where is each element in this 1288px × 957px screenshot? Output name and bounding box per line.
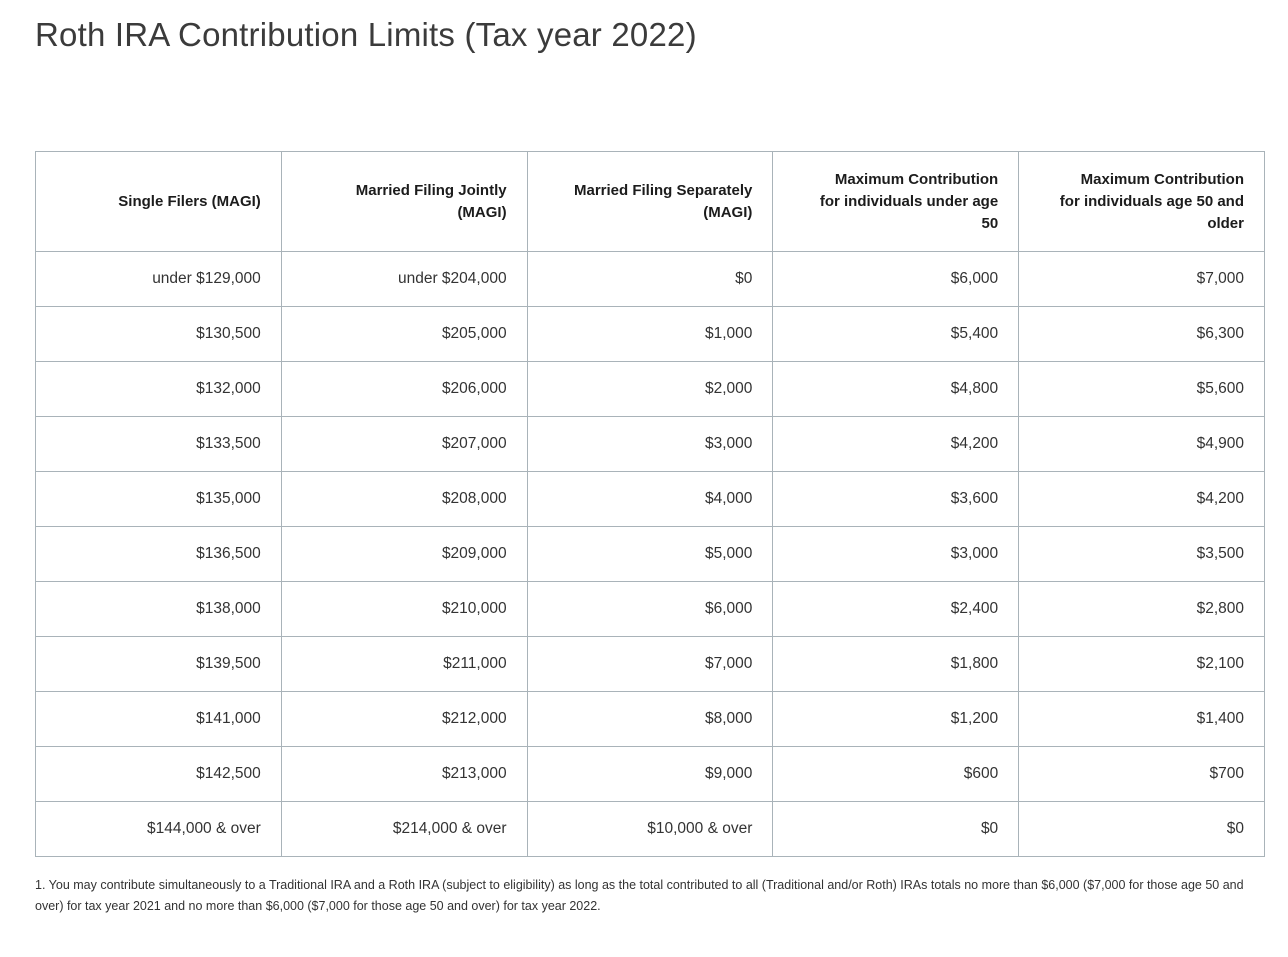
table-row: $132,000 $206,000 $2,000 $4,800 $5,600: [35, 361, 1265, 418]
table-row: $141,000 $212,000 $8,000 $1,200 $1,400: [35, 691, 1265, 748]
data-cell: $214,000 & over: [280, 801, 528, 858]
data-cell: $130,500: [35, 306, 282, 363]
data-cell: under $204,000: [280, 251, 528, 308]
data-cell: $2,400: [772, 581, 1020, 638]
data-cell: $0: [772, 801, 1020, 858]
table-row: $138,000 $210,000 $6,000 $2,400 $2,800: [35, 581, 1265, 638]
data-cell: $132,000: [35, 361, 282, 418]
table-row: $135,000 $208,000 $4,000 $3,600 $4,200: [35, 471, 1265, 528]
data-cell: $700: [1018, 746, 1265, 803]
table-header-row: Single Filers (MAGI) Married Filing Joint…: [35, 151, 1265, 253]
table-row: $139,500 $211,000 $7,000 $1,800 $2,100: [35, 636, 1265, 693]
footnote: 1. You may contribute simultaneously to …: [35, 878, 1244, 914]
data-cell: $207,000: [280, 416, 528, 473]
data-cell: $206,000: [280, 361, 528, 418]
page-title: Roth IRA Contribution Limits (Tax year 2…: [35, 16, 697, 53]
table-row: $144,000 & over $214,000 & over $10,000 & …: [35, 801, 1265, 858]
data-cell: $1,200: [772, 691, 1020, 748]
data-cell: $3,500: [1018, 526, 1265, 583]
data-cell: $7,000: [526, 636, 774, 693]
data-cell: $6,300: [1018, 306, 1265, 363]
data-cell: $5,400: [772, 306, 1020, 363]
header-cell-3: Maximum Contribution for individuals und…: [772, 151, 1020, 253]
data-cell: $1,800: [772, 636, 1020, 693]
header-cell-4: Maximum Contribution for individuals age…: [1018, 151, 1265, 253]
table-row: $136,500 $209,000 $5,000 $3,000 $3,500: [35, 526, 1265, 583]
data-cell: $2,800: [1018, 581, 1265, 638]
table-row: $130,500 $205,000 $1,000 $5,400 $6,300: [35, 306, 1265, 363]
header-cell-1: Married Filing Jointly (MAGI): [280, 151, 528, 253]
data-cell: $138,000: [35, 581, 282, 638]
data-cell: $136,500: [35, 526, 282, 583]
data-cell: $209,000: [280, 526, 528, 583]
data-cell: $6,000: [772, 251, 1020, 308]
data-cell: $7,000: [1018, 251, 1265, 308]
data-cell: $8,000: [526, 691, 774, 748]
header-cell-0: Single Filers (MAGI): [35, 151, 282, 253]
data-cell: $4,200: [1018, 471, 1265, 528]
table-body: under $129,000 under $204,000 $0 $6,000 $7,0…: [35, 251, 1265, 858]
data-cell: $10,000 & over: [526, 801, 774, 858]
data-cell: $4,900: [1018, 416, 1265, 473]
data-cell: $141,000: [35, 691, 282, 748]
data-cell: $135,000: [35, 471, 282, 528]
data-cell: $3,600: [772, 471, 1020, 528]
data-cell: $210,000: [280, 581, 528, 638]
data-cell: $142,500: [35, 746, 282, 803]
data-cell: $5,600: [1018, 361, 1265, 418]
table-row: $133,500 $207,000 $3,000 $4,200 $4,900: [35, 416, 1265, 473]
header-cell-2: Married Filing Separately (MAGI): [526, 151, 774, 253]
data-cell: $1,000: [526, 306, 774, 363]
table-row: $142,500 $213,000 $9,000 $600 $700: [35, 746, 1265, 803]
data-cell: $139,500: [35, 636, 282, 693]
data-cell: $2,100: [1018, 636, 1265, 693]
data-cell: $6,000: [526, 581, 774, 638]
data-cell: $205,000: [280, 306, 528, 363]
data-cell: $2,000: [526, 361, 774, 418]
roth-ira-contribution-limits-table: Single Filers (MAGI) Married Filing Joint…: [35, 151, 1265, 858]
data-cell: $211,000: [280, 636, 528, 693]
data-cell: $0: [526, 251, 774, 308]
data-cell: $1,400: [1018, 691, 1265, 748]
data-cell: $4,000: [526, 471, 774, 528]
data-cell: $0: [1018, 801, 1265, 858]
data-cell: $208,000: [280, 471, 528, 528]
data-cell: $600: [772, 746, 1020, 803]
data-cell: $3,000: [526, 416, 774, 473]
data-cell: $4,800: [772, 361, 1020, 418]
data-cell: $212,000: [280, 691, 528, 748]
data-cell: $4,200: [772, 416, 1020, 473]
data-cell: $213,000: [280, 746, 528, 803]
table-row: under $129,000 under $204,000 $0 $6,000 $7,0…: [35, 251, 1265, 308]
data-cell: $9,000: [526, 746, 774, 803]
data-cell: $144,000 & over: [35, 801, 282, 858]
data-cell: $5,000: [526, 526, 774, 583]
data-cell: under $129,000: [35, 251, 282, 308]
data-cell: $3,000: [772, 526, 1020, 583]
data-cell: $133,500: [35, 416, 282, 473]
